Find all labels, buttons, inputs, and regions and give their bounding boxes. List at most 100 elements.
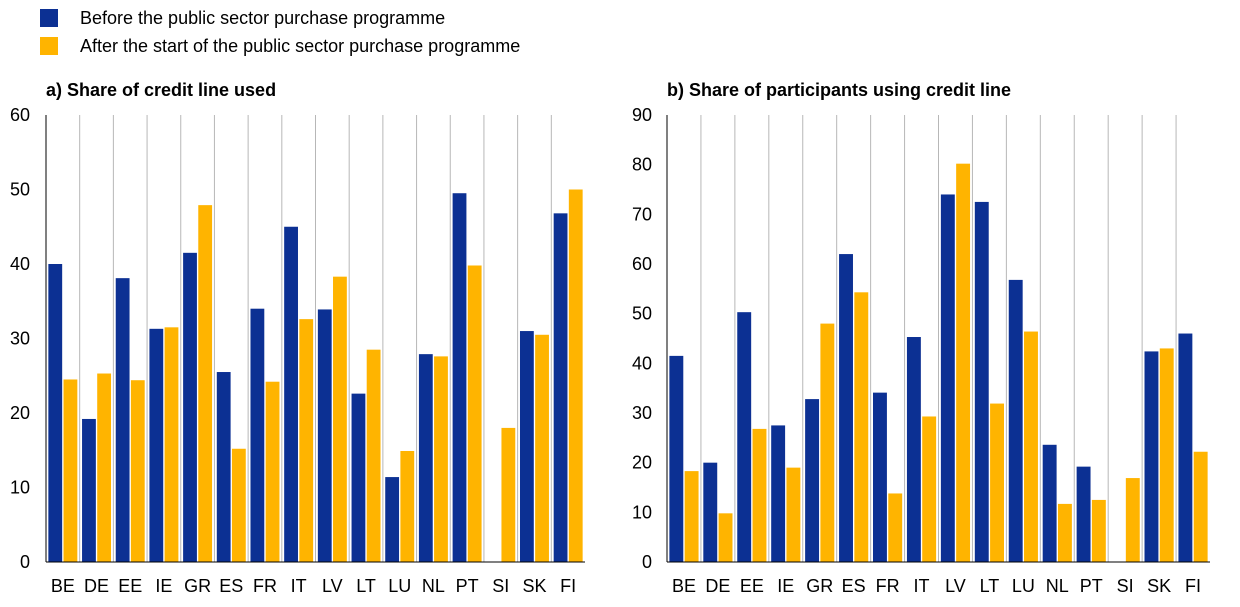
bar-after-es bbox=[231, 448, 246, 562]
y-tick-label: 30 bbox=[632, 403, 652, 423]
legend-swatch-after bbox=[40, 37, 58, 55]
bar-before-sk bbox=[1144, 351, 1159, 562]
y-tick-label: 20 bbox=[632, 453, 652, 473]
bar-after-ee bbox=[130, 380, 145, 562]
x-tick-label: SI bbox=[492, 576, 509, 596]
bar-before-de bbox=[82, 418, 96, 562]
bar-before-it bbox=[284, 226, 298, 562]
x-tick-label: SI bbox=[1117, 576, 1134, 596]
x-tick-label: EE bbox=[118, 576, 142, 596]
bar-before-fi bbox=[553, 213, 568, 562]
bar-before-fr bbox=[873, 392, 887, 562]
x-tick-label: LT bbox=[356, 576, 376, 596]
x-tick-label: SK bbox=[1147, 576, 1171, 596]
bar-after-sk bbox=[1159, 348, 1174, 562]
x-tick-label: BE bbox=[51, 576, 75, 596]
bar-after-ee bbox=[752, 428, 767, 562]
bar-after-fr bbox=[888, 493, 903, 562]
x-tick-label: LT bbox=[980, 576, 1000, 596]
x-tick-label: LV bbox=[322, 576, 343, 596]
bar-before-fr bbox=[250, 308, 265, 562]
bar-after-lu bbox=[400, 450, 415, 562]
x-tick-label: SK bbox=[522, 576, 546, 596]
bar-after-de bbox=[97, 373, 112, 562]
y-tick-label: 90 bbox=[632, 105, 652, 125]
x-tick-label: ES bbox=[219, 576, 243, 596]
panel-title: b) Share of participants using credit li… bbox=[667, 80, 1011, 100]
bar-before-pt bbox=[1076, 466, 1091, 562]
bar-before-gr bbox=[183, 252, 197, 562]
legend-item-after: After the start of the public sector pur… bbox=[40, 32, 520, 60]
y-tick-label: 50 bbox=[632, 304, 652, 324]
bar-after-nl bbox=[1057, 503, 1072, 562]
bar-before-lv bbox=[940, 194, 955, 562]
bar-before-lt bbox=[351, 393, 366, 562]
x-tick-label: FI bbox=[560, 576, 576, 596]
y-tick-label: 40 bbox=[10, 254, 30, 274]
bar-after-fi bbox=[568, 189, 583, 562]
y-tick-label: 40 bbox=[632, 353, 652, 373]
bar-before-lv bbox=[317, 309, 332, 562]
x-tick-label: FR bbox=[876, 576, 900, 596]
bar-after-lt bbox=[990, 403, 1004, 562]
x-tick-label: FI bbox=[1185, 576, 1201, 596]
x-tick-label: IE bbox=[777, 576, 794, 596]
y-tick-label: 10 bbox=[10, 478, 30, 498]
x-tick-label: LV bbox=[945, 576, 966, 596]
bar-before-lu bbox=[1008, 279, 1023, 562]
x-tick-label: LU bbox=[1012, 576, 1035, 596]
bar-after-it bbox=[922, 416, 937, 562]
bar-after-lv bbox=[956, 163, 971, 562]
y-tick-label: 60 bbox=[10, 105, 30, 125]
bar-before-be bbox=[669, 355, 684, 562]
bar-after-fr bbox=[265, 381, 280, 562]
bar-before-gr bbox=[805, 399, 820, 562]
x-tick-label: IT bbox=[914, 576, 930, 596]
panel-title: a) Share of credit line used bbox=[46, 80, 276, 100]
legend-label-before: Before the public sector purchase progra… bbox=[80, 7, 446, 28]
bar-after-gr bbox=[820, 323, 835, 562]
bar-after-es bbox=[854, 292, 869, 562]
bar-before-sk bbox=[519, 331, 534, 562]
y-tick-label: 30 bbox=[10, 329, 30, 349]
x-tick-label: NL bbox=[422, 576, 445, 596]
bar-before-ee bbox=[737, 312, 752, 562]
bar-after-fi bbox=[1193, 451, 1208, 562]
chart-panel-a: a) Share of credit line used 0 10 20 30 40 50 6… bbox=[10, 80, 585, 596]
bar-after-pt bbox=[467, 265, 482, 562]
y-tick-label: 20 bbox=[10, 403, 30, 423]
x-tick-label: BE bbox=[672, 576, 696, 596]
bar-after-ie bbox=[164, 327, 179, 562]
x-tick-label: ES bbox=[842, 576, 866, 596]
bar-before-fi bbox=[1178, 333, 1193, 562]
bar-after-it bbox=[299, 319, 314, 562]
y-tick-label: 60 bbox=[632, 254, 652, 274]
bar-after-gr bbox=[198, 205, 213, 562]
y-tick-label: 0 bbox=[20, 552, 30, 572]
y-tick-label: 0 bbox=[642, 552, 652, 572]
bar-before-de bbox=[703, 462, 718, 562]
x-tick-label: NL bbox=[1046, 576, 1069, 596]
bar-after-de bbox=[718, 513, 733, 562]
bar-before-ie bbox=[771, 425, 786, 562]
x-tick-label: GR bbox=[806, 576, 833, 596]
bar-before-lt bbox=[974, 201, 989, 562]
bar-after-lt bbox=[366, 349, 381, 562]
chart-panel-b: b) Share of participants using credit li… bbox=[632, 80, 1210, 596]
bar-after-lv bbox=[333, 276, 347, 562]
bar-after-ie bbox=[786, 467, 801, 562]
x-tick-label: IT bbox=[291, 576, 307, 596]
bar-after-si bbox=[1125, 478, 1140, 562]
y-tick-label: 70 bbox=[632, 204, 652, 224]
bar-before-nl bbox=[1042, 444, 1057, 562]
x-tick-label: IE bbox=[155, 576, 172, 596]
x-tick-label: GR bbox=[184, 576, 211, 596]
x-tick-label: PT bbox=[456, 576, 479, 596]
x-tick-label: EE bbox=[740, 576, 764, 596]
bar-after-si bbox=[501, 427, 516, 562]
bar-before-lu bbox=[385, 477, 400, 562]
y-tick-label: 10 bbox=[632, 502, 652, 522]
legend-item-before: Before the public sector purchase progra… bbox=[40, 4, 520, 32]
bar-before-es bbox=[216, 372, 231, 562]
x-tick-label: LU bbox=[388, 576, 411, 596]
